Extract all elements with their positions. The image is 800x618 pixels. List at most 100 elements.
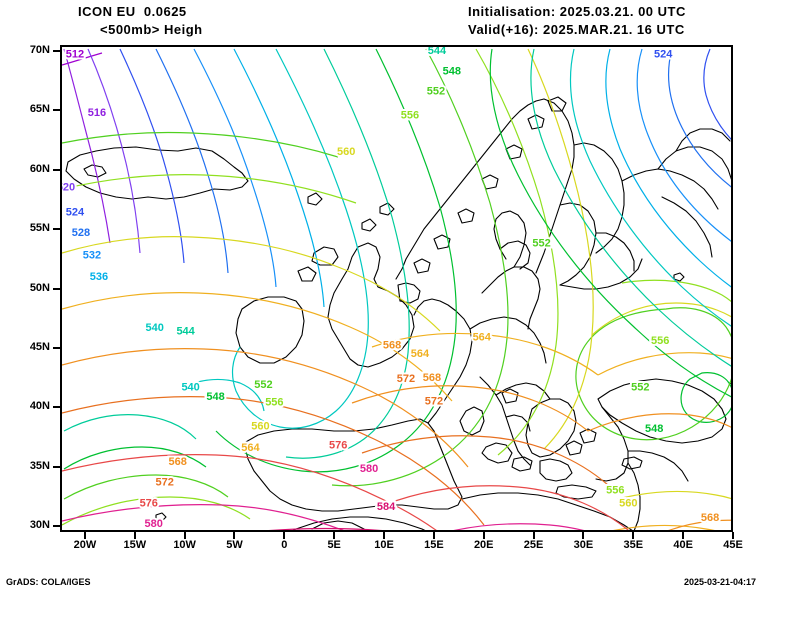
render-timestamp: 2025-03-21-04:17 — [684, 577, 757, 587]
contour-label-halo: 568 — [383, 340, 401, 352]
longitude-tick — [83, 532, 86, 539]
longitude-tick-label: 45E — [723, 539, 743, 551]
valid-time: Valid(+16): 2025.MAR.21. 16 UTC — [468, 22, 685, 37]
contour-label-halo: 552 — [631, 381, 649, 393]
latitude-tick — [53, 465, 60, 468]
latitude-tick-label: 65N — [29, 103, 50, 116]
contour-label: 512 — [66, 49, 84, 61]
contour-label-halo: 564 — [411, 348, 430, 360]
contour-label: 532 — [83, 249, 101, 261]
contour-label: 548 — [206, 391, 224, 403]
contour-label: 560 — [337, 146, 355, 158]
contour-label: 556 — [265, 397, 283, 409]
contour-label-halo: 532 — [83, 249, 101, 261]
contour-label-halo: 524 — [654, 49, 673, 61]
contour-label: 564 — [241, 442, 260, 454]
contour-label: 548 — [443, 65, 461, 77]
latitude-tick — [53, 168, 60, 171]
longitude-tick-label: 30E — [573, 539, 594, 551]
latitude-tick-label: 70N — [29, 43, 50, 56]
contour-label: 572 — [425, 396, 443, 408]
contour-label-halo: 560 — [251, 420, 269, 432]
latitude-tick — [53, 228, 60, 231]
contour-label: 560 — [619, 498, 637, 510]
contour-label-halo: 524 — [66, 207, 85, 219]
contour-label: 524 — [654, 49, 673, 61]
contour-label: 560 — [251, 420, 269, 432]
contour-label: 556 — [606, 485, 624, 497]
longitude-tick-label: 20W — [73, 539, 97, 551]
contour-label-halo: 576 — [329, 439, 347, 451]
contour-label: 544 — [428, 47, 447, 57]
latitude-tick-label: 50N — [29, 281, 50, 294]
longitude-tick-label: 15E — [424, 539, 444, 551]
longitude-tick-label: 40E — [673, 539, 693, 551]
latitude-tick-label: 40N — [29, 400, 50, 413]
contour-label-halo: 568 — [701, 512, 719, 524]
contour-label-layer: 5125125165165205205245245285285325325365… — [62, 47, 721, 530]
contour-svg: 5125125165165205205245245285285325325365… — [62, 47, 731, 530]
longitude-tick-label: 10E — [374, 539, 394, 551]
initialisation-time: Initialisation: 2025.03.21. 00 UTC — [468, 4, 686, 19]
latitude-tick — [53, 525, 60, 528]
contour-label: 572 — [397, 373, 415, 385]
contour-label: 576 — [140, 498, 158, 510]
contour-label: 568 — [423, 372, 441, 384]
longitude-tick-label: 20E — [473, 539, 494, 551]
latitude-tick — [53, 109, 60, 112]
latitude-tick — [53, 49, 60, 52]
contour-label-halo: 548 — [443, 65, 461, 77]
longitude-tick — [383, 532, 386, 539]
longitude-tick — [482, 532, 485, 539]
longitude-tick-label: 5E — [327, 539, 341, 551]
contour-label-halo: 544 — [176, 325, 195, 337]
contour-label-halo: 556 — [606, 485, 624, 497]
contour-label-halo: 552 — [427, 86, 445, 98]
contour-label: 536 — [90, 271, 108, 283]
contour-label-halo: 560 — [619, 498, 637, 510]
contour-label: 552 — [427, 86, 445, 98]
contour-label: 544 — [176, 325, 195, 337]
contour-label: 580 — [145, 518, 163, 530]
contour-label: 564 — [411, 348, 430, 360]
contour-label: 552 — [254, 379, 272, 391]
contour-label-halo: 540 — [146, 322, 164, 334]
longitude-tick — [432, 532, 435, 539]
contour-label: 552 — [532, 238, 550, 250]
longitude-tick — [133, 532, 136, 539]
contour-label-halo: 540 — [181, 381, 199, 393]
latitude-tick-label: 55N — [29, 222, 50, 235]
contour-label: 568 — [168, 456, 186, 468]
contour-label-halo: 572 — [156, 476, 174, 488]
contour-label-halo: 556 — [265, 397, 283, 409]
software-credit: GrADS: COLA/IGES — [6, 577, 91, 587]
coastline-layer — [65, 96, 731, 530]
contour-label: 568 — [701, 512, 719, 524]
contour-label: 520 — [62, 182, 75, 194]
contour-label: 568 — [383, 340, 401, 352]
longitude-tick — [233, 532, 236, 539]
contour-label-halo: 520 — [62, 182, 75, 194]
contour-label-halo: 556 — [651, 335, 669, 347]
contour-label-halo: 512 — [66, 49, 84, 61]
longitude-tick — [532, 532, 535, 539]
contour-label-halo: 564 — [473, 331, 492, 343]
level-title: <500mb> Heigh — [100, 22, 203, 37]
contour-label-halo: 568 — [423, 372, 441, 384]
contour-label: 552 — [631, 381, 649, 393]
contour-label: 556 — [651, 335, 669, 347]
contour-label-halo: 528 — [72, 227, 90, 239]
contour-label-halo: 548 — [206, 391, 224, 403]
contour-label-halo: 552 — [532, 238, 550, 250]
contour-label-halo: 552 — [254, 379, 272, 391]
longitude-tick — [582, 532, 585, 539]
longitude-tick — [333, 532, 336, 539]
contour-label-halo: 544 — [428, 47, 447, 57]
contour-label: 548 — [645, 423, 663, 435]
contour-label-halo: 560 — [337, 146, 355, 158]
contour-label: 524 — [66, 207, 85, 219]
contour-label-halo: 580 — [360, 463, 378, 475]
latitude-tick-label: 30N — [29, 519, 50, 532]
latitude-tick-label: 60N — [29, 162, 50, 175]
